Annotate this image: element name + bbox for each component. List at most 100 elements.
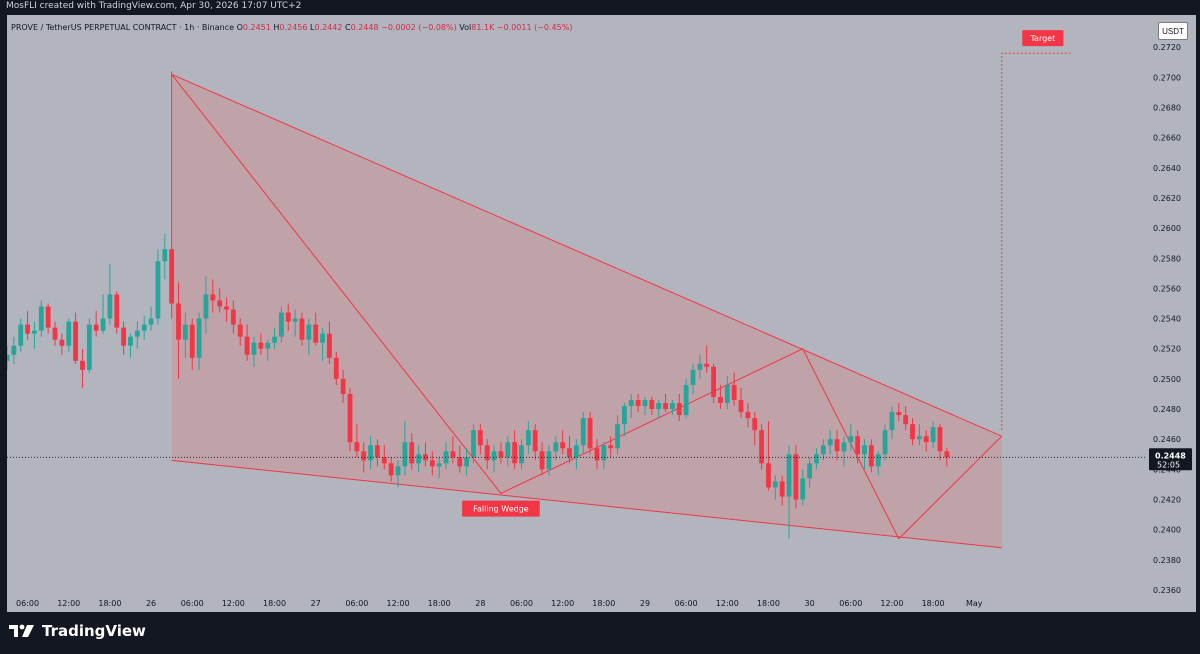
target-label-text: Target xyxy=(1029,34,1055,43)
falling-wedge-label-text: Falling Wedge xyxy=(473,505,529,514)
candle-body xyxy=(834,439,840,452)
candle-body xyxy=(491,451,497,461)
candle-body xyxy=(772,481,778,488)
price-tick-label: 0.2720 xyxy=(1153,43,1181,52)
candle-body xyxy=(553,442,559,452)
candle-body xyxy=(896,412,902,416)
candle-body xyxy=(628,400,634,407)
candle-body xyxy=(615,424,620,449)
candle-body xyxy=(93,324,99,331)
candles-group xyxy=(7,71,950,539)
candle-body xyxy=(841,442,847,452)
currency-button[interactable]: USDT xyxy=(1158,22,1188,40)
time-tick-label: 12:00 xyxy=(551,599,574,608)
candle-body xyxy=(244,336,250,355)
chart-canvas[interactable]: Falling Wedge Target 0.2720 0.2700 0.2680 0.2… xyxy=(7,15,1196,612)
current-price-value: 0.2448 xyxy=(1155,451,1186,460)
target-label: Target xyxy=(1022,30,1064,47)
candle-body xyxy=(443,451,449,464)
candle-body xyxy=(306,324,312,340)
candle-body xyxy=(7,354,10,361)
high-label: H xyxy=(273,23,280,32)
candle-body xyxy=(855,436,861,455)
candle-body xyxy=(930,427,936,443)
price-tick-label: 0.2620 xyxy=(1153,194,1181,203)
volume-change: −0.0011 (−0.45%) xyxy=(496,23,573,32)
wedge-upper-line xyxy=(171,73,1002,437)
top-bar: MosFLI created with TradingView.com, Apr… xyxy=(0,0,1200,14)
candle-body xyxy=(38,306,44,331)
price-tick-label: 0.2420 xyxy=(1153,496,1181,505)
candle-body xyxy=(107,294,113,319)
target-projection-line xyxy=(1001,52,1071,431)
price-tick-label: 0.2560 xyxy=(1153,284,1181,293)
candle-body xyxy=(656,403,662,410)
candle-body xyxy=(86,324,92,370)
open-value: 0.2451 xyxy=(242,23,271,32)
candle-body xyxy=(670,403,675,410)
candle-body xyxy=(25,324,30,334)
candle-body xyxy=(649,400,655,410)
candle-body xyxy=(587,418,593,449)
candle-body xyxy=(128,336,133,346)
candle-body xyxy=(903,415,909,425)
candle-body xyxy=(402,442,408,467)
candle-body xyxy=(724,384,730,404)
time-tick-label: 12:00 xyxy=(222,599,245,608)
candle-body xyxy=(230,309,236,325)
candle-body xyxy=(875,454,881,467)
candle-body xyxy=(642,400,648,407)
price-tick-label: 0.2680 xyxy=(1153,103,1181,112)
low-label: L xyxy=(309,23,315,32)
candle-body xyxy=(210,294,216,301)
candle-body xyxy=(820,445,826,455)
time-tick-label: 27 xyxy=(311,599,321,608)
candle-body xyxy=(375,445,380,458)
candle-body xyxy=(827,439,833,446)
candle-body xyxy=(148,318,154,325)
chart-area[interactable]: Falling Wedge Target 0.2720 0.2700 0.2680 0.2… xyxy=(6,14,1197,613)
candle-body xyxy=(320,333,325,343)
wedge-fill xyxy=(171,74,1002,548)
candle-body xyxy=(512,442,518,464)
price-tick-label: 0.2500 xyxy=(1153,375,1181,384)
brand-name: TradingView xyxy=(42,622,146,640)
candle-body xyxy=(354,442,360,452)
candle-body xyxy=(313,324,319,343)
candle-body xyxy=(683,384,689,416)
candle-body xyxy=(567,448,572,458)
candle-body xyxy=(224,306,229,310)
price-tick-label: 0.2520 xyxy=(1153,345,1181,354)
price-tick-label: 0.2460 xyxy=(1153,435,1181,444)
candle-body xyxy=(182,324,188,340)
created-by-text: MosFLI created with TradingView.com, Apr… xyxy=(6,1,302,11)
time-tick-label: 18:00 xyxy=(922,599,945,608)
price-tick-label: 0.2580 xyxy=(1153,254,1181,263)
candle-body xyxy=(457,457,463,467)
time-tick-label: 12:00 xyxy=(57,599,80,608)
symbol-legend: PROVE / TetherUS PERPETUAL CONTRACT · 1h… xyxy=(11,23,572,32)
high-value: 0.2456 xyxy=(279,23,308,32)
candle-body xyxy=(532,430,538,452)
candle-body xyxy=(141,324,147,331)
time-tick-label: 12:00 xyxy=(880,599,903,608)
candle-body xyxy=(471,430,476,458)
time-tick-label: 18:00 xyxy=(98,599,121,608)
change-value: −0.0002 (−0.08%) xyxy=(381,23,457,32)
time-tick-label: 18:00 xyxy=(757,599,780,608)
price-tick-label: 0.2480 xyxy=(1153,405,1181,414)
candle-body xyxy=(635,400,641,407)
time-tick-label: 18:00 xyxy=(428,599,451,608)
time-tick-label: 12:00 xyxy=(386,599,409,608)
candle-body xyxy=(868,445,874,467)
tradingview-logo[interactable]: TradingView xyxy=(8,622,146,640)
falling-wedge-label-box xyxy=(462,500,540,517)
time-tick-label: 18:00 xyxy=(592,599,615,608)
candle-body xyxy=(573,445,579,458)
candle-body xyxy=(738,400,744,413)
candle-body xyxy=(299,318,305,340)
candle-body xyxy=(793,454,799,500)
candle-body xyxy=(162,249,168,262)
candle-body xyxy=(580,418,586,446)
price-tick-label: 0.2400 xyxy=(1153,526,1181,535)
